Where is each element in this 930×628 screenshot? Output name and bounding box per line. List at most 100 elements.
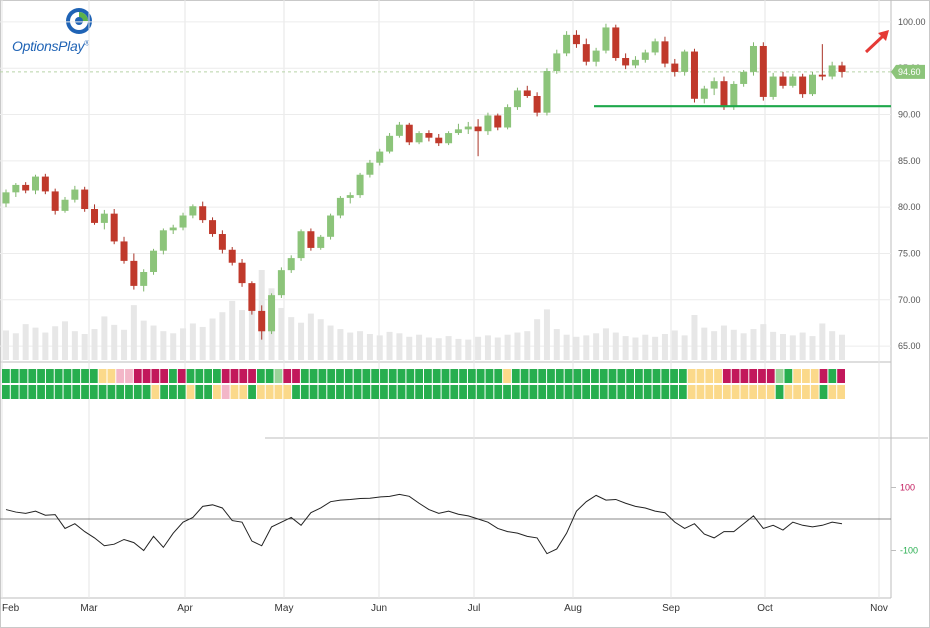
status-cell <box>670 385 678 399</box>
status-cell <box>98 369 107 383</box>
status-cell <box>221 385 230 399</box>
candle-body <box>700 88 708 99</box>
candle-body <box>179 215 187 228</box>
candle-body <box>228 249 236 263</box>
status-cell <box>538 385 547 399</box>
status-cell <box>494 369 503 383</box>
oscillator-lower-label: -100 <box>900 546 918 556</box>
status-cell <box>520 369 529 383</box>
candle-body <box>710 81 718 89</box>
volume-bar <box>42 332 49 360</box>
volume-bar <box>524 331 531 360</box>
status-cell <box>766 369 775 383</box>
volume-bar <box>573 336 580 360</box>
status-cell <box>722 385 731 399</box>
candle-body <box>376 151 384 163</box>
status-cell <box>318 369 327 383</box>
candle-body <box>336 197 344 216</box>
status-cell <box>362 385 371 399</box>
status-cell <box>766 385 775 399</box>
volume-bar <box>111 324 118 360</box>
status-cell <box>19 369 28 383</box>
price-tick-label: 100.00 <box>898 17 926 27</box>
volume-bar <box>298 322 305 360</box>
candle-body <box>513 90 521 108</box>
candle-body <box>789 76 797 86</box>
status-cell <box>89 385 98 399</box>
status-cell <box>678 385 687 399</box>
volume-bar <box>671 330 678 360</box>
volume-bar <box>612 332 619 360</box>
status-cell <box>45 369 54 383</box>
status-cell <box>213 385 221 399</box>
status-cell <box>424 369 432 383</box>
candle-body <box>327 215 335 237</box>
candle-body <box>690 51 698 99</box>
status-cell <box>125 385 133 399</box>
candle-body <box>346 195 354 198</box>
status-cell <box>371 369 380 383</box>
status-cell <box>230 369 239 383</box>
status-cell <box>608 369 617 383</box>
candle-body <box>199 206 207 221</box>
candle-body <box>297 231 305 259</box>
status-cell <box>10 385 19 399</box>
candle-body <box>553 53 561 71</box>
candle-body <box>100 213 108 223</box>
oscillator-upper-label: 100 <box>900 483 915 493</box>
volume-bar <box>455 338 462 360</box>
status-cell <box>775 369 784 383</box>
status-cell <box>353 385 362 399</box>
volume-bars <box>3 270 845 360</box>
status-cell <box>353 369 362 383</box>
status-cell <box>740 385 749 399</box>
status-cell <box>450 369 459 383</box>
volume-bar <box>239 310 246 360</box>
status-cell <box>116 385 125 399</box>
up-arrow-icon <box>864 34 885 54</box>
candle-body <box>631 59 639 66</box>
candlestick-series <box>2 23 891 340</box>
status-cell <box>300 369 309 383</box>
status-cell <box>582 369 591 383</box>
status-cell <box>230 385 239 399</box>
status-cell <box>573 385 582 399</box>
candle-body <box>504 107 512 128</box>
volume-bar <box>337 329 344 360</box>
month-label: Mar <box>80 603 98 614</box>
volume-bar <box>189 323 196 360</box>
candle-body <box>681 51 689 72</box>
candle-body <box>91 209 99 223</box>
status-cell <box>256 369 265 383</box>
candle-body <box>661 41 669 64</box>
volume-bar <box>416 334 423 360</box>
month-label: Apr <box>177 603 193 614</box>
status-cell <box>599 369 608 383</box>
volume-bar <box>681 335 688 360</box>
volume-bar <box>396 333 403 360</box>
volume-bar <box>357 331 364 360</box>
candle-body <box>159 230 167 251</box>
volume-bar <box>602 328 609 360</box>
candle-body <box>386 135 394 152</box>
price-tick-label: 70.00 <box>898 295 921 305</box>
candle-body <box>110 213 118 242</box>
status-cell <box>652 369 661 383</box>
volume-bar <box>219 312 226 360</box>
status-cell <box>397 369 406 383</box>
volume-bar <box>52 326 59 360</box>
candle-body <box>307 231 315 248</box>
volume-bar <box>720 325 727 360</box>
candle-body <box>238 262 246 284</box>
status-cell <box>327 369 336 383</box>
volume-bar <box>317 319 324 360</box>
volume-bar <box>121 329 128 360</box>
candle-body <box>120 241 128 261</box>
candle-body <box>41 176 49 192</box>
last-price-tag <box>891 64 925 79</box>
status-cell <box>160 369 169 383</box>
status-cell <box>819 385 828 399</box>
candle-body <box>130 260 138 286</box>
status-cell <box>54 385 63 399</box>
